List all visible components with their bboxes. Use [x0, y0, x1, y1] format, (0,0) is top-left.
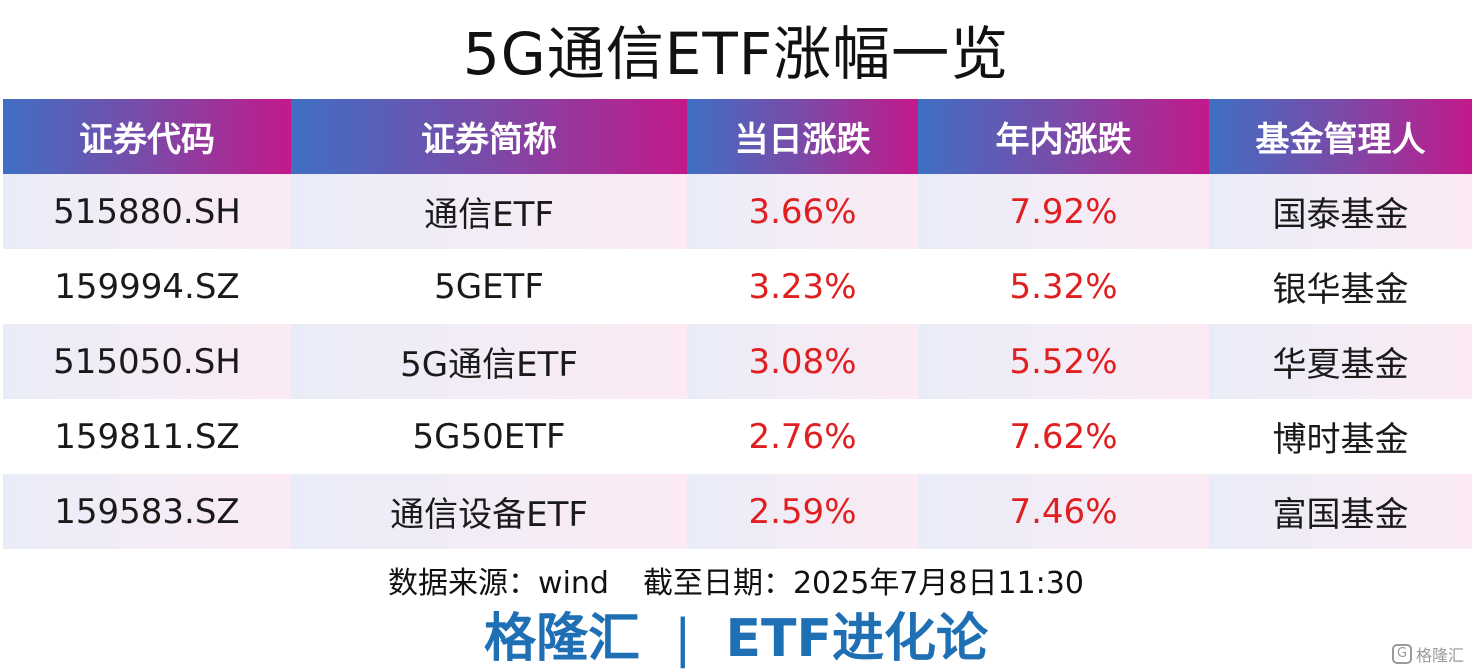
table-row: 159994.SZ 5GETF 3.23% 5.32% 银华基金 [3, 249, 1472, 324]
column-name: ETF进化论 [725, 609, 989, 669]
cell-manager: 华夏基金 [1209, 324, 1472, 399]
header-code: 证券代码 [3, 99, 291, 174]
data-source-note: 数据来源：wind 截至日期：2025年7月8日11:30 [0, 562, 1472, 606]
cell-manager: 富国基金 [1209, 474, 1472, 549]
cell-name: 通信设备ETF [291, 474, 687, 549]
cell-daily-change: 2.76% [748, 416, 857, 457]
cell-name: 通信ETF [291, 174, 687, 249]
cell-ytd-change: 7.46% [918, 474, 1209, 549]
header-ytd-change: 年内涨跌 [918, 99, 1209, 174]
cell-daily-change: 2.59% [687, 474, 918, 549]
cell-code: 515050.SH [3, 324, 291, 399]
cell-daily-change: 3.23% [748, 266, 857, 307]
as-of-date: 截至日期：2025年7月8日11:30 [642, 566, 1084, 601]
cell-ytd-change: 7.62% [1009, 416, 1118, 457]
table-row: 159583.SZ 通信设备ETF 2.59% 7.46% 富国基金 [3, 474, 1472, 549]
cell-ytd-change: 5.32% [1009, 266, 1118, 307]
cell-name: 5GETF [434, 266, 544, 307]
cell-code: 159994.SZ [54, 266, 240, 307]
page-title: 5G通信ETF涨幅一览 [462, 20, 1010, 88]
brand-logo-icon: G [1391, 644, 1412, 664]
cell-daily-change: 3.08% [687, 324, 918, 399]
cell-manager: 银华基金 [1272, 270, 1409, 310]
table-row: 159811.SZ 5G50ETF 2.76% 7.62% 博时基金 [3, 399, 1472, 474]
header-name: 证券简称 [291, 99, 687, 174]
footer-brand-line: 格隆汇 | ETF进化论 [0, 608, 1472, 670]
cell-ytd-change: 5.52% [918, 324, 1209, 399]
cell-name: 5G通信ETF [291, 324, 687, 399]
source-label: 数据来源：wind [388, 566, 609, 601]
cell-manager: 国泰基金 [1209, 174, 1472, 249]
cell-code: 159583.SZ [3, 474, 291, 549]
header-manager: 基金管理人 [1209, 99, 1472, 174]
cell-manager: 博时基金 [1272, 420, 1409, 460]
brand-name: 格隆汇 [483, 609, 640, 669]
table-row: 515050.SH 5G通信ETF 3.08% 5.52% 华夏基金 [3, 324, 1472, 399]
cell-daily-change: 3.66% [687, 174, 918, 249]
cell-code: 159811.SZ [54, 416, 240, 457]
cell-code: 515880.SH [3, 174, 291, 249]
footer-separator: | [673, 609, 692, 669]
table-row: 515880.SH 通信ETF 3.66% 7.92% 国泰基金 [3, 174, 1472, 249]
watermark: G 格隆汇 [1391, 643, 1464, 665]
etf-table: 证券代码 证券简称 当日涨跌 年内涨跌 基金管理人 515880.SH 通信ET… [3, 99, 1472, 549]
cell-ytd-change: 7.92% [918, 174, 1209, 249]
cell-name: 5G50ETF [412, 416, 566, 457]
table-header-row: 证券代码 证券简称 当日涨跌 年内涨跌 基金管理人 [3, 99, 1472, 174]
header-daily-change: 当日涨跌 [687, 99, 918, 174]
watermark-text: 格隆汇 [1415, 646, 1464, 665]
